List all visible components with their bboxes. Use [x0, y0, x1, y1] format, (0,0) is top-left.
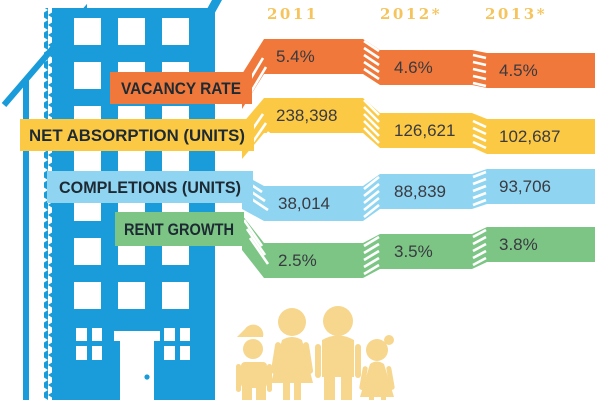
- paned-window-icon: [164, 328, 190, 360]
- vacancy-rate-2012-value: 4.6%: [394, 58, 433, 77]
- rent-growth-2012-value: 3.5%: [394, 242, 433, 261]
- person-man-icon: [315, 306, 361, 400]
- band-label-rent-growth: RENT GROWTH: [115, 212, 244, 246]
- year-label-2012: 2012*: [380, 5, 442, 23]
- completions-2013-value: 93,706: [499, 177, 551, 196]
- year-label-2013: 2013*: [485, 5, 547, 23]
- rent-growth-2013-value: 3.8%: [499, 235, 538, 254]
- completions-2011-value: 38,014: [278, 194, 330, 213]
- family-illustration: [236, 306, 395, 400]
- year-label-2011: 2011: [267, 5, 319, 23]
- rooftop-mark-icon: [202, 0, 222, 18]
- rent-growth-2011-value: 2.5%: [278, 251, 317, 270]
- net-absorption-2012-value: 126,621: [394, 121, 455, 140]
- band-label-completions: COMPLETIONS (UNITS): [47, 171, 253, 203]
- door-icon: [114, 331, 160, 400]
- band-label-vacancy-rate: VACANCY RATE: [110, 72, 252, 104]
- net-absorption-2013-value: 102,687: [499, 127, 560, 146]
- ribbon-rent-growth: 2.5% 3.5% 3.8%: [242, 215, 595, 278]
- vacancy-rate-2011-value: 5.4%: [276, 47, 315, 66]
- door-knob-icon: [144, 374, 150, 380]
- ribbon-completions: 38,014 88,839 93,706: [242, 169, 595, 221]
- person-woman-icon: [270, 308, 314, 400]
- vacancy-rate-label: VACANCY RATE: [121, 79, 241, 98]
- person-girl-with-ponytail-icon: [359, 335, 395, 400]
- paned-window-icon: [76, 328, 102, 360]
- band-label-net-absorption: NET ABSORPTION (UNITS): [20, 119, 254, 151]
- year-header: 2011 2012* 2013*: [267, 5, 547, 23]
- ribbon-net-absorption: 238,398 126,621 102,687: [242, 98, 595, 159]
- completions-2012-value: 88,839: [394, 182, 446, 201]
- rent-growth-label: RENT GROWTH: [124, 220, 234, 239]
- net-absorption-2011-value: 238,398: [276, 106, 337, 125]
- completions-label: COMPLETIONS (UNITS): [59, 178, 241, 197]
- person-boy-with-cap-icon: [236, 324, 272, 400]
- net-absorption-label: NET ABSORPTION (UNITS): [29, 126, 245, 145]
- vacancy-rate-2013-value: 4.5%: [499, 61, 538, 80]
